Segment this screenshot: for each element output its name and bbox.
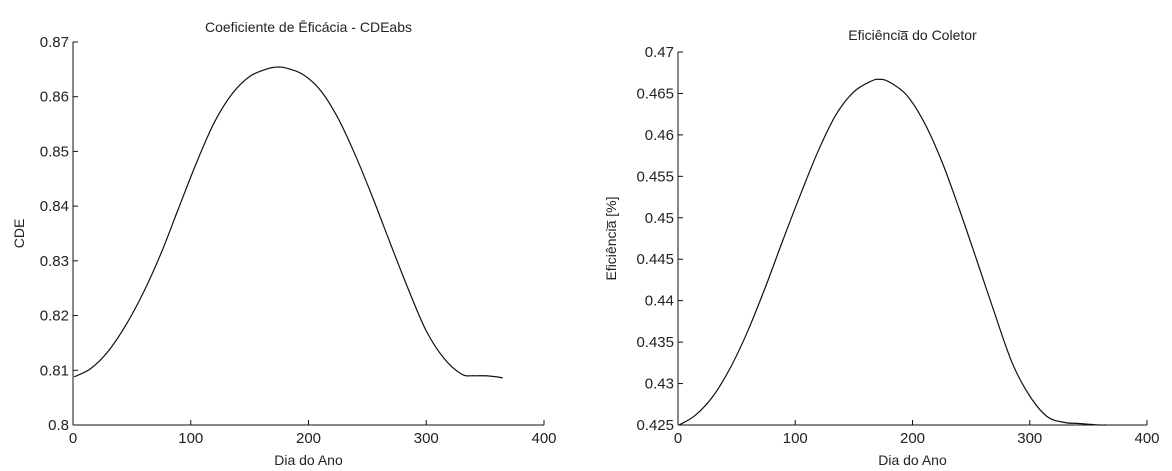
y-axis-label: CDE: [11, 219, 27, 249]
y-tick-label: 0.46: [645, 127, 674, 144]
x-tick-label: 0: [69, 430, 77, 447]
x-tick-label: 200: [296, 430, 321, 447]
x-tick-label: 400: [531, 430, 556, 447]
series-line-1: [678, 78, 1106, 426]
x-axis-label: Dia do Ano: [878, 452, 947, 468]
y-tick-label: 0.85: [40, 143, 69, 160]
y-tick-label: 0.83: [40, 253, 69, 270]
x-axis-label: Dia do Ano: [274, 452, 343, 468]
y-tick-label: 0.44: [645, 293, 674, 310]
y-tick-label: 0.87: [40, 34, 69, 51]
y-tick-label: 0.8: [48, 417, 69, 434]
x-tick-label: 200: [900, 430, 925, 447]
y-tick-label: 0.465: [636, 85, 674, 102]
y-tick-label: 0.43: [645, 376, 674, 393]
x-tick-label: 300: [1017, 430, 1042, 447]
chart-2: Eficiência̅ do Coletor 0.425 0.43 0.435 0.44…: [603, 27, 1160, 468]
y-tick-label: 0.455: [636, 168, 674, 185]
y-tick-label: 0.84: [40, 198, 69, 215]
y-tick-label: 0.86: [40, 89, 69, 106]
x-tick-label: 100: [178, 430, 203, 447]
series-line-1: [73, 66, 503, 379]
y-tick-label: 0.47: [645, 44, 674, 61]
y-tick-label: 0.445: [636, 251, 674, 268]
y-tick-label: 0.435: [636, 334, 674, 351]
chart-title: Coeficiente de Ēficácia - CDEabs: [205, 19, 412, 35]
y-axis-label: Eficiência̅ [%]: [603, 196, 619, 280]
y-tick-label: 0.425: [636, 417, 674, 434]
chart-1: Coeficiente de Ēficácia - CDEabs 0.8 0.81 0…: [11, 19, 557, 468]
y-tick-label: 0.81: [40, 362, 69, 379]
x-tick-label: 100: [783, 430, 808, 447]
chart-title: Eficiência̅ do Coletor: [848, 27, 977, 43]
x-tick-label: 0: [674, 430, 682, 447]
y-tick-label: 0.82: [40, 308, 69, 325]
x-tick-label: 400: [1134, 430, 1159, 447]
y-tick-label: 0.45: [645, 210, 674, 227]
x-tick-label: 300: [414, 430, 439, 447]
